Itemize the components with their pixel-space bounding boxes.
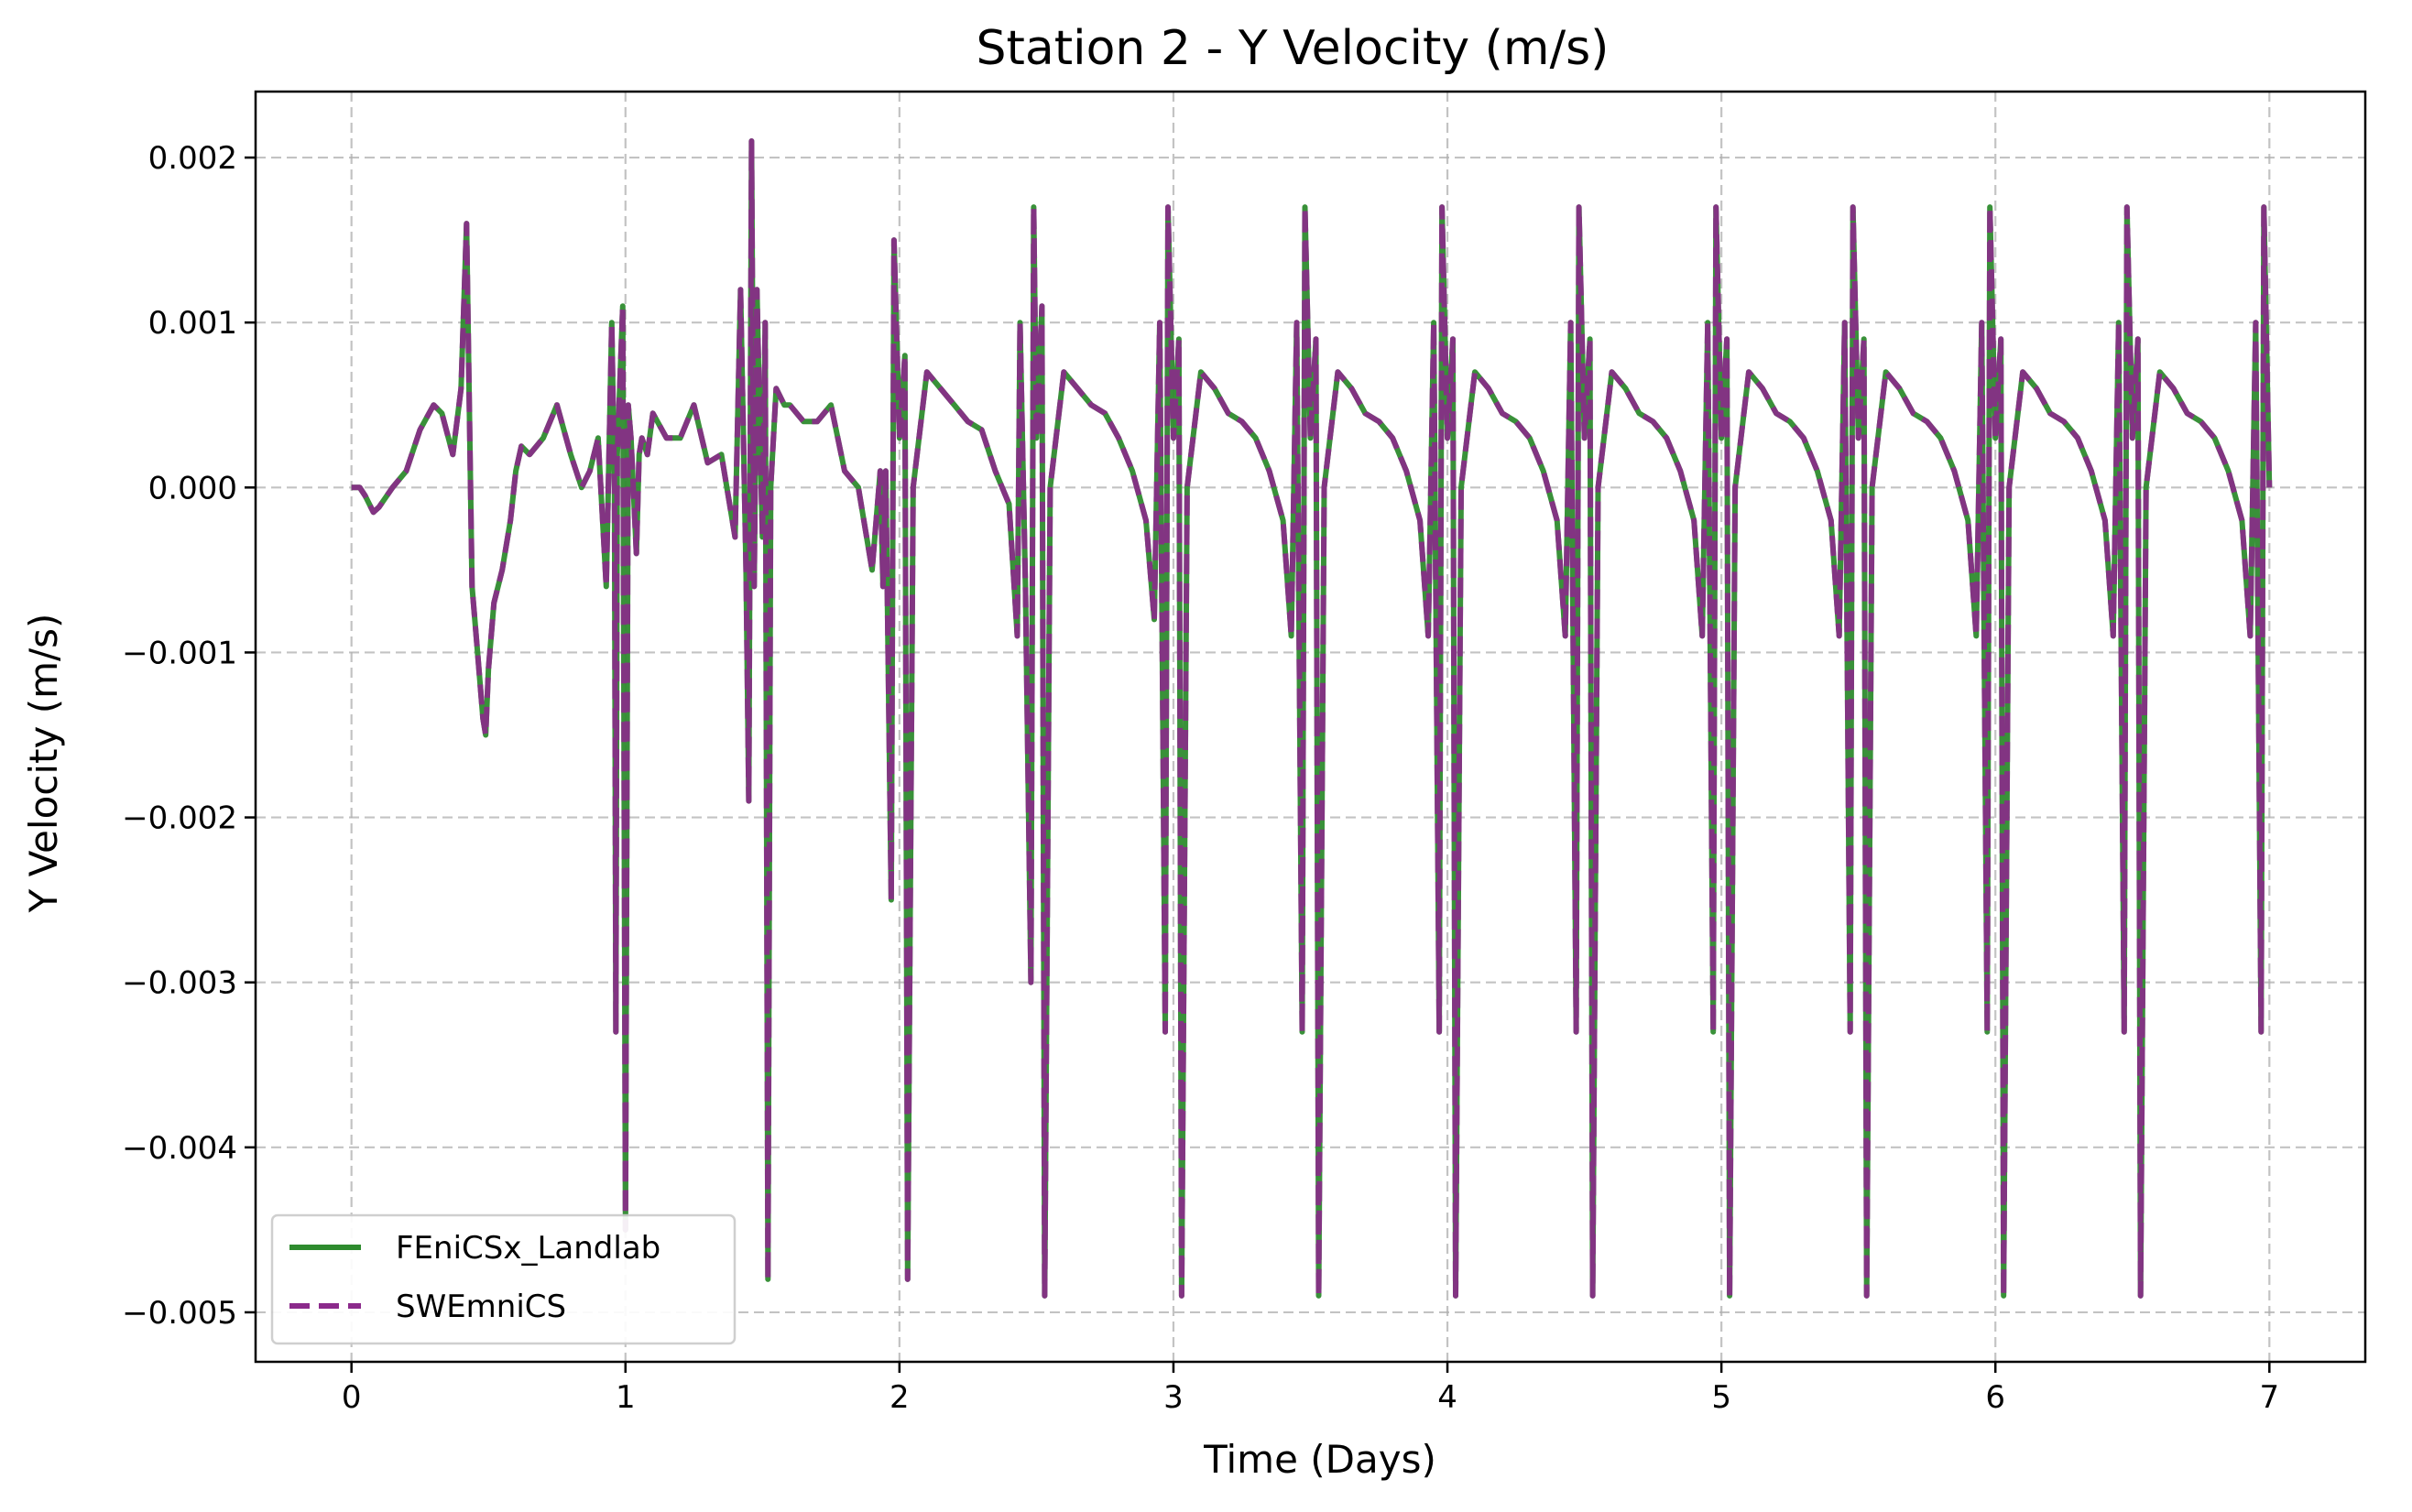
y-tick-label: 0.000 <box>148 470 237 506</box>
y-tick-label: −0.005 <box>122 1295 237 1332</box>
x-tick-label: 5 <box>1711 1379 1731 1416</box>
x-tick-label: 3 <box>1163 1379 1184 1416</box>
legend: FEniCSx_Landlab SWEmniCS <box>270 1213 737 1345</box>
series-layer <box>351 138 2273 1299</box>
legend-label-swemnics: SWEmniCS <box>396 1289 566 1325</box>
series-line-swemnics <box>351 138 2273 1299</box>
x-tick-label: 7 <box>2259 1379 2279 1416</box>
x-tick-label: 1 <box>616 1379 636 1416</box>
x-tick-label: 2 <box>889 1379 910 1416</box>
x-axis-ticks: 0 1 2 3 4 5 6 7 <box>342 1362 2279 1416</box>
grid <box>256 92 2365 1362</box>
legend-label-fenicsx: FEniCSx_Landlab <box>396 1230 660 1267</box>
chart-title: Station 2 - Y Velocity (m/s) <box>977 21 1610 76</box>
plot-frame <box>254 90 2367 1364</box>
y-tick-label: 0.001 <box>148 305 237 342</box>
y-axis-ticks: 0.002 0.001 0.000 −0.001 −0.002 −0.003 −0.004 −… <box>122 140 256 1332</box>
series-line-fenicsx <box>351 138 2273 1299</box>
y-tick-label: 0.002 <box>148 140 237 177</box>
y-axis-label: Y Velocity (m/s) <box>21 614 66 914</box>
x-tick-label: 4 <box>1437 1379 1457 1416</box>
y-tick-label: −0.004 <box>122 1130 237 1167</box>
y-tick-label: −0.003 <box>122 965 237 1002</box>
y-tick-label: −0.002 <box>122 800 237 837</box>
x-axis-label: Time (Days) <box>1203 1437 1436 1482</box>
x-tick-label: 0 <box>342 1379 362 1416</box>
x-tick-label: 6 <box>1985 1379 2005 1416</box>
y-tick-label: −0.001 <box>122 635 237 671</box>
legend-box <box>270 1213 737 1345</box>
